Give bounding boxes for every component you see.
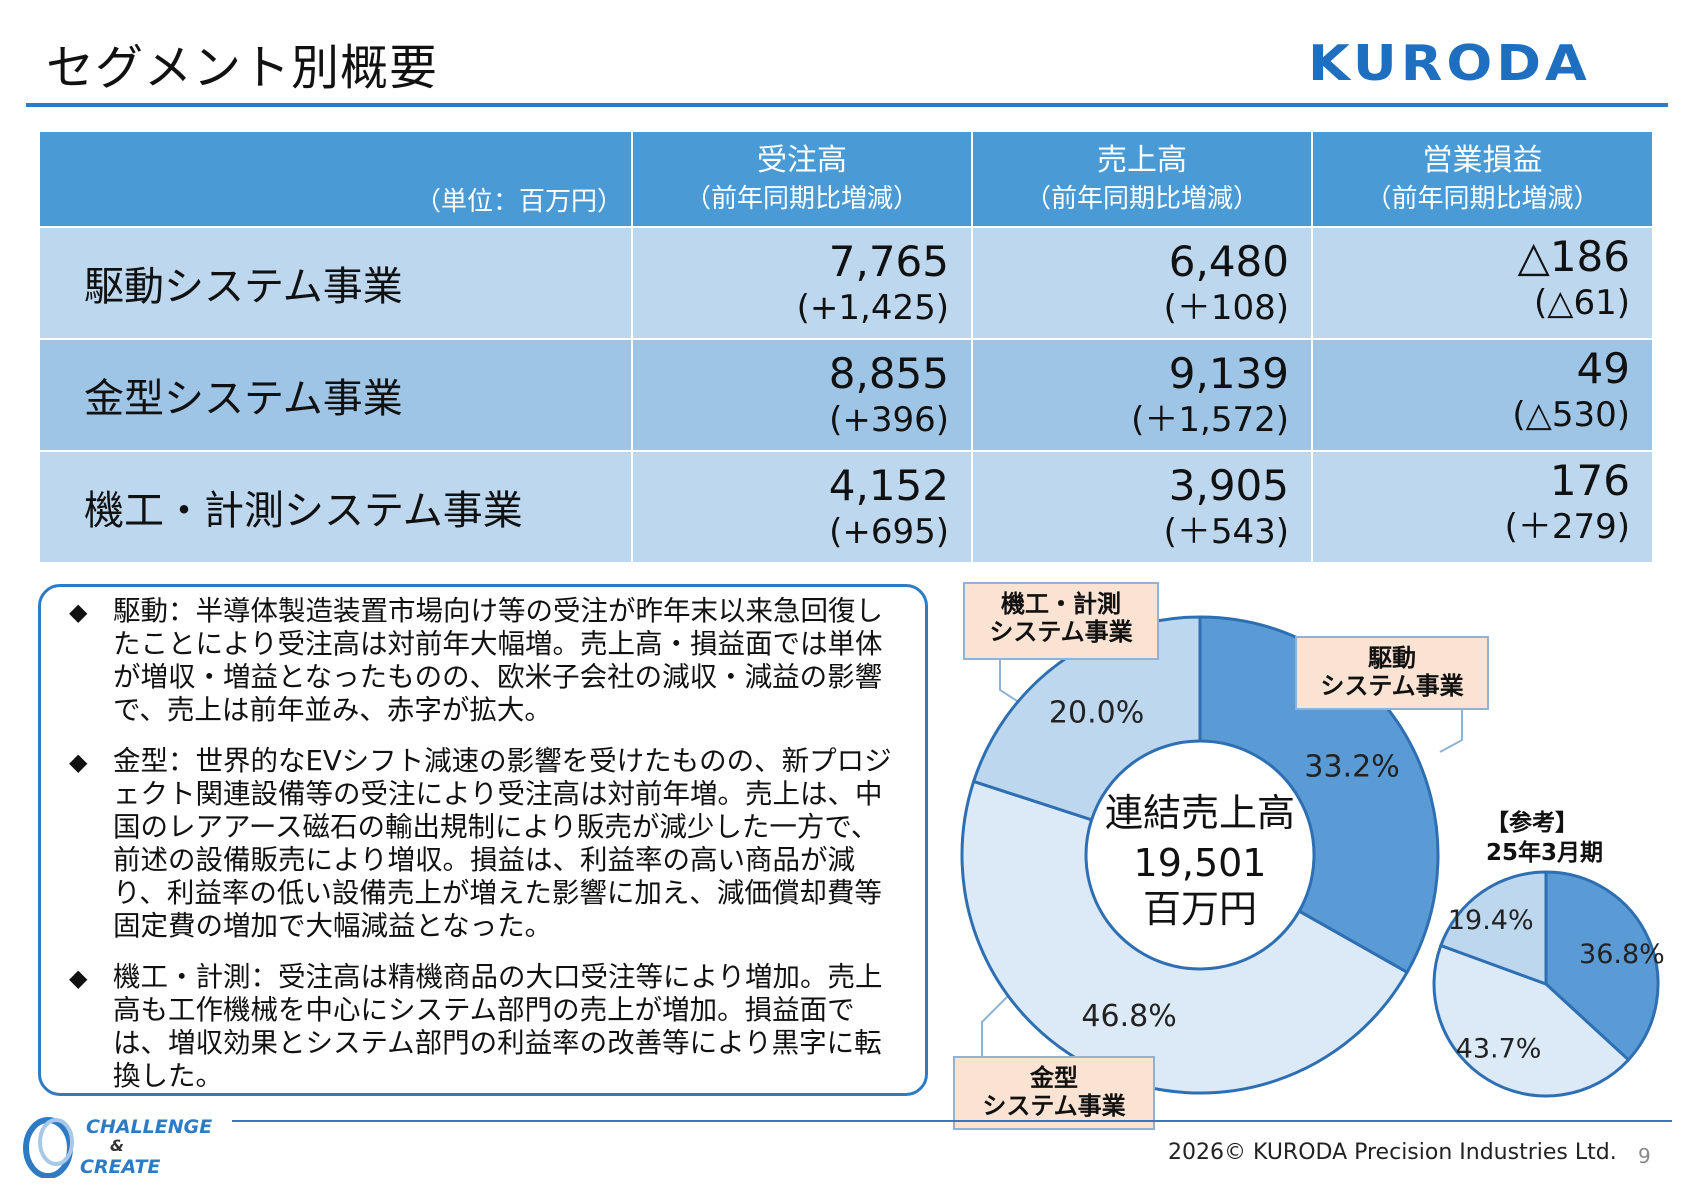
table-row: 金型システム事業 8,855 (+396) 9,139 (＋1,572) 49 (△5… — [38, 338, 1654, 452]
challenge-create-logo: CHALLENGE & CREATE — [14, 1112, 214, 1178]
pie-slice — [1432, 943, 1631, 1098]
note-text: 機工・計測：受注高は精機商品の大口受注等により増加。売上高も工作機械を中心にシス… — [113, 961, 883, 1092]
pie-slice-label: 19.4% — [1448, 905, 1534, 936]
footer-divider — [232, 1120, 1672, 1122]
note-text: 金型：世界的なEVシフト減速の影響を受けたものの、新プロジェクト関連設備等の受注… — [113, 745, 892, 942]
callout-kiko-keisoku: 機工・計測 システム事業 — [963, 582, 1159, 660]
segment-table: （単位：百万円） 受注高 （前年同期比増減） 売上高 （前年同期比増減） 営業損益（… — [38, 130, 1654, 564]
pie-slice — [1544, 870, 1660, 1062]
pie-slice — [960, 779, 1410, 1095]
col-header-orders: 受注高 （前年同期比増減） — [631, 130, 973, 228]
row-name: 駆動システム事業 — [38, 226, 633, 340]
note-text: 駆動：半導体製造装置市場向け等の受注が昨年末以来急回復したことにより受注高は対前… — [113, 595, 883, 726]
center-label-unit: 百万円 — [1143, 887, 1257, 931]
cell-orders: 4,152 (+695) — [631, 450, 973, 564]
callout-leader-kudo — [1439, 706, 1463, 753]
callout-kudo: 駆動 システム事業 — [1295, 636, 1489, 710]
pie-slice-label: 33.2% — [1304, 749, 1399, 784]
page-number: 9 — [1638, 1144, 1651, 1168]
table-row: 機工・計測システム事業 4,152 (+695) 3,905 (＋543) 176(… — [38, 450, 1654, 564]
cell-profit: 49 (△530) — [1311, 338, 1654, 452]
title-divider — [26, 103, 1668, 107]
cell-orders: 8,855 (+396) — [631, 338, 973, 452]
row-name: 機工・計測システム事業 — [38, 450, 633, 564]
pie-slice-label: 36.8% — [1579, 939, 1665, 970]
note-item: ◆ 金型：世界的なEVシフト減速の影響を受けたものの、新プロジェクト関連設備等の受… — [63, 745, 905, 943]
cell-sales: 6,480 (＋108) — [971, 226, 1313, 340]
reference-pie-chart: 36.8% 43.7% 19.4% — [1432, 870, 1665, 1098]
center-label-value: 19,501 — [1134, 841, 1267, 885]
callout-leader-kanagata — [981, 993, 1011, 1058]
callout-kanagata: 金型 システム事業 — [953, 1056, 1155, 1130]
pie-slice-label: 43.7% — [1456, 1033, 1542, 1064]
row-name: 金型システム事業 — [38, 338, 633, 452]
swoosh-logo-icon — [23, 1117, 74, 1178]
table-header-row: （単位：百万円） 受注高 （前年同期比増減） 売上高 （前年同期比増減） 営業損益（… — [38, 130, 1654, 228]
cell-profit: 176 (＋279) — [1311, 450, 1654, 564]
donut-center-label: 連結売上高 19,501 百万円 — [1105, 791, 1295, 931]
pie-slice-label: 20.0% — [1049, 696, 1144, 731]
cell-orders: 7,765 (+1,425) — [631, 226, 973, 340]
kuroda-logo: KURODA — [1308, 35, 1591, 92]
col-header-operating-profit: 営業損益 （前年同期比増減） — [1311, 130, 1654, 228]
note-item: ◆ 機工・計測：受注高は精機商品の大口受注等により増加。売上高も工作機械を中心にシ… — [63, 961, 905, 1093]
pie-slice-label: 46.8% — [1081, 999, 1176, 1034]
copyright: 2026© KURODA Precision Industries Ltd. — [1168, 1140, 1617, 1165]
cell-profit: △186 (△61) — [1311, 226, 1654, 340]
diamond-bullet-icon: ◆ — [69, 964, 88, 992]
commentary-box: ◆ 駆動：半導体製造装置市場向け等の受注が昨年末以来急回復したことにより受注高は対… — [38, 584, 928, 1096]
callout-leader-kiko — [999, 658, 1026, 707]
col-header-sales: 売上高 （前年同期比増減） — [971, 130, 1313, 228]
cell-sales: 3,905 (＋543) — [971, 450, 1313, 564]
diamond-bullet-icon: ◆ — [69, 598, 88, 626]
pie-slice — [1438, 870, 1548, 987]
reference-title: 【参考】 25年3月期 — [1486, 810, 1604, 866]
diamond-bullet-icon: ◆ — [69, 748, 88, 776]
page-title: セグメント別概要 — [46, 40, 439, 96]
pie-slice — [971, 615, 1202, 822]
table-row: 駆動システム事業 7,765 (+1,425) 6,480 (＋108) △186(… — [38, 226, 1654, 340]
cell-sales: 9,139 (＋1,572) — [971, 338, 1313, 452]
center-label-title: 連結売上高 — [1105, 791, 1295, 835]
unit-label: （単位：百万円） — [38, 130, 633, 228]
note-item: ◆ 駆動：半導体製造装置市場向け等の受注が昨年末以来急回復したことにより受注高は対… — [63, 595, 905, 727]
